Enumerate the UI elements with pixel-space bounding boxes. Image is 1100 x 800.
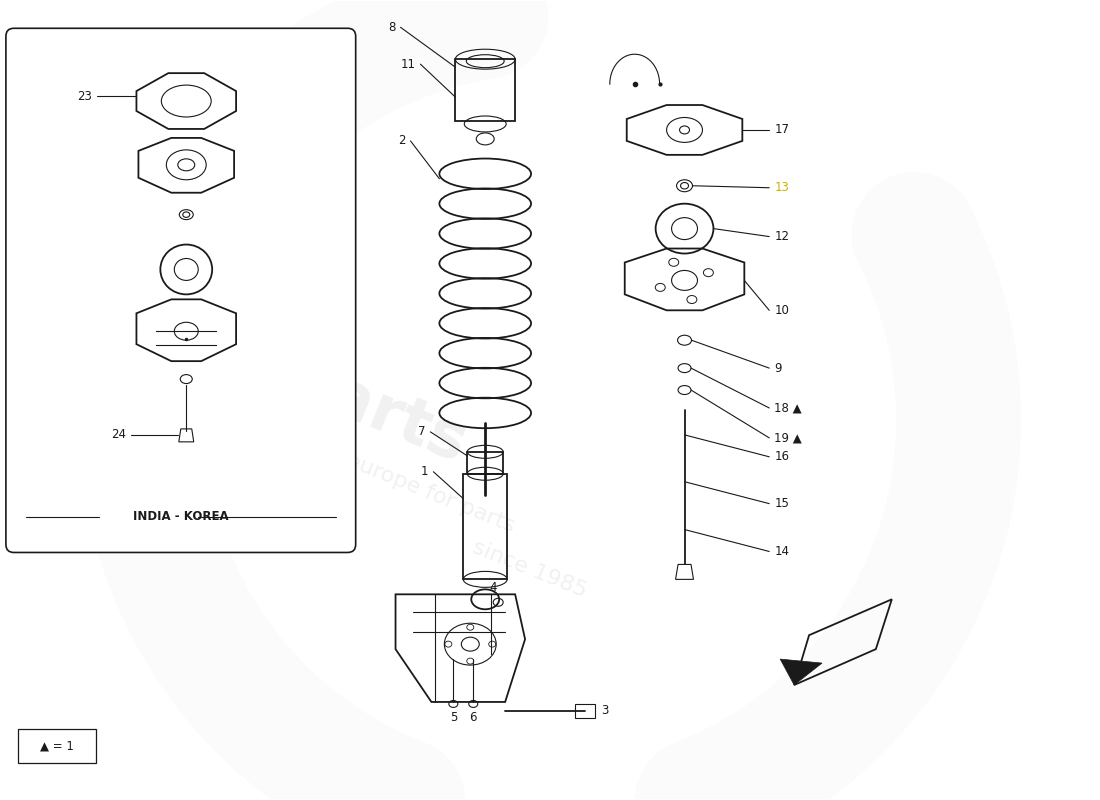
Bar — [455, 59, 515, 121]
Text: 4: 4 — [490, 581, 497, 594]
FancyBboxPatch shape — [6, 28, 355, 553]
Text: 16: 16 — [774, 450, 789, 463]
Text: ▲ = 1: ▲ = 1 — [40, 739, 74, 752]
Text: europarts: europarts — [125, 285, 476, 475]
Text: 24: 24 — [111, 428, 126, 442]
Text: 9: 9 — [774, 362, 782, 374]
Text: since 1985: since 1985 — [470, 538, 591, 602]
Text: 3: 3 — [601, 705, 608, 718]
Text: a europe for parts: a europe for parts — [323, 442, 517, 537]
Bar — [575, 704, 595, 718]
Text: 23: 23 — [77, 90, 91, 102]
Bar — [468, 452, 503, 474]
Text: INDIA - KOREA: INDIA - KOREA — [133, 510, 229, 523]
Bar — [463, 474, 507, 579]
Text: 5: 5 — [450, 711, 456, 724]
Text: 19 ▲: 19 ▲ — [774, 431, 802, 444]
Text: 1: 1 — [421, 466, 428, 478]
Text: 11: 11 — [400, 58, 416, 70]
Text: 12: 12 — [774, 230, 789, 243]
Text: 6: 6 — [470, 711, 477, 724]
Text: 14: 14 — [774, 545, 789, 558]
Text: 17: 17 — [774, 123, 789, 137]
Text: 18 ▲: 18 ▲ — [774, 402, 802, 414]
Text: 7: 7 — [418, 426, 426, 438]
Text: 15: 15 — [774, 497, 789, 510]
Bar — [18, 729, 96, 762]
Polygon shape — [780, 659, 822, 685]
Text: 13: 13 — [774, 182, 789, 194]
Text: 8: 8 — [388, 21, 396, 34]
Text: 2: 2 — [398, 134, 406, 147]
Text: 10: 10 — [774, 304, 789, 317]
